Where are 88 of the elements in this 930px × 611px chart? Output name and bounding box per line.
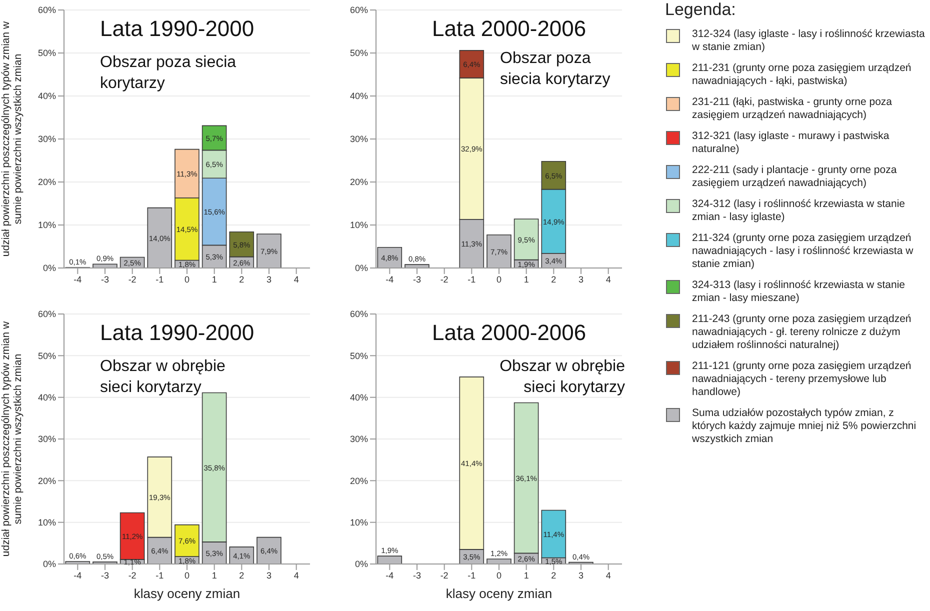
x-tick-label: 3 <box>266 274 272 284</box>
y-tick-label: 60% <box>38 309 56 320</box>
y-tick-label: 0% <box>354 559 368 570</box>
chart-title: Lata 1990-2000 <box>100 16 254 42</box>
x-tick-label: -2 <box>128 570 136 580</box>
x-tick-label: -4 <box>74 570 82 580</box>
x-tick-label: 2 <box>551 274 556 284</box>
legend-label: 222-211 (sady i plantacje - grunty orne poza zasięgiem urządzeń nawadniających) <box>692 164 898 190</box>
text: Obszar w obrębie sieci korytarzy <box>498 357 625 398</box>
y-tick-label: 0% <box>42 559 56 570</box>
y-tick-label: 50% <box>38 48 56 58</box>
y-tick-label: 30% <box>350 434 368 444</box>
x-tick-label: 3 <box>578 570 584 580</box>
x-tick-label: 2 <box>239 570 244 580</box>
x-tick-label: 1 <box>212 274 217 284</box>
chart-title: Lata 1990-2000 <box>100 320 254 346</box>
y-tick-label: 40% <box>350 91 368 102</box>
x-tick-label: -1 <box>156 274 164 284</box>
y-axis-title: udział powierzchni poszczególnych typów zmian w sumie powierzchni wszystkich zmian <box>0 320 24 559</box>
y-tick-label: 30% <box>38 134 56 144</box>
legend-label: 231-211 (łąki, pastwiska - grunty orne poza zasięgiem urządzeń nawadniających) <box>692 96 893 122</box>
x-tick-label: -1 <box>468 274 476 284</box>
x-tick-label: 0 <box>184 570 190 580</box>
x-tick-label: -1 <box>156 570 164 580</box>
x-tick-label: -2 <box>440 274 448 284</box>
legend-label: 211-243 (grunty orne poza zasięgiem urządzeń nawadniających - gł. tereny rolnicze z dużym udziałem roślinności naturalnej) <box>692 313 912 352</box>
x-tick-label: 2 <box>239 274 244 284</box>
y-tick-label: 20% <box>38 177 56 188</box>
y-tick-label: 30% <box>350 134 368 144</box>
text: Obszar w obrębie sieci korytarzy <box>100 357 226 398</box>
x-tick-label: 2 <box>551 570 556 580</box>
y-tick-label: 50% <box>38 350 56 361</box>
legend-label: 312-321 (lasy iglaste - murawy i pastwiska naturalne) <box>692 130 890 156</box>
x-tick-label: 0 <box>496 570 502 580</box>
chart-title: Lata 2000-2006 <box>432 320 586 346</box>
y-tick-label: 20% <box>350 177 368 188</box>
y-tick-label: 10% <box>38 220 56 230</box>
legend-label: 211-324 (grunty orne poza zasięgiem urządzeń nawadniających - lasy i roślinność krzewiasta w stanie zmian) <box>692 232 914 271</box>
x-tick-label: -2 <box>440 570 448 580</box>
x-axis-title: klasy oceny zmian <box>444 586 554 601</box>
x-tick-label: -4 <box>386 570 394 580</box>
y-tick-label: 60% <box>350 5 368 16</box>
legend-label: 324-312 (lasy i roślinność krzewiasta w stanie zmian - lasy iglaste) <box>692 198 906 224</box>
x-tick-label: -4 <box>386 274 394 284</box>
y-tick-label: 20% <box>350 476 368 486</box>
y-tick-label: 20% <box>38 476 56 486</box>
x-tick-label: -4 <box>74 274 82 284</box>
y-axis-title: udział powierzchni poszczególnych typów zmian w sumie powierzchni wszystkich zmian <box>0 20 24 259</box>
y-tick-label: 50% <box>350 48 368 58</box>
x-tick-label: 3 <box>578 274 584 284</box>
x-tick-label: 0 <box>496 274 502 284</box>
y-tick-label: 50% <box>350 350 368 361</box>
x-tick-label: -3 <box>412 570 422 580</box>
y-tick-label: 10% <box>38 518 56 528</box>
legend-label: 211-231 (grunty orne poza zasięgiem urządzeń nawadniających - łąki, pastwiska) <box>692 62 912 88</box>
x-tick-label: 4 <box>294 274 299 284</box>
legend-label: Suma udziałów pozostałych typów zmian, z których każdy zajmuje mniej niż 5% powierzchni wszystkich zmian <box>692 407 918 446</box>
x-tick-label: -3 <box>100 570 110 580</box>
x-axis-title: klasy oceny zmian <box>132 586 242 601</box>
x-tick-label: 0 <box>184 274 190 284</box>
x-tick-label: 4 <box>294 570 299 580</box>
y-tick-label: 10% <box>350 220 368 230</box>
y-tick-label: 0% <box>354 263 368 274</box>
legend-label: 312-324 (lasy iglaste - lasy i roślinność krzewiasta w stanie zmian) <box>692 28 926 54</box>
x-tick-label: -1 <box>468 570 476 580</box>
y-tick-label: 40% <box>350 392 368 403</box>
text: Obszar poza siecia korytarzy <box>500 49 612 90</box>
legend-label: 211-121 (grunty orne poza zasięgiem urządzeń nawadniających - tereny przemysłowe lub handlowe) <box>692 360 912 399</box>
y-tick-label: 0% <box>42 263 56 274</box>
x-tick-label: 4 <box>606 570 611 580</box>
x-tick-label: -2 <box>128 274 136 284</box>
y-tick-label: 10% <box>350 518 368 528</box>
x-tick-label: 3 <box>266 570 272 580</box>
x-tick-label: 1 <box>212 570 217 580</box>
y-tick-label: 30% <box>38 434 56 444</box>
x-tick-label: 1 <box>524 570 529 580</box>
text: Obszar poza siecia korytarzy <box>100 53 238 94</box>
x-tick-label: -3 <box>100 274 110 284</box>
legend-title: Legenda: <box>665 0 737 20</box>
y-tick-label: 60% <box>38 5 56 16</box>
x-tick-label: -3 <box>412 274 422 284</box>
y-tick-label: 60% <box>350 309 368 320</box>
legend-label: 324-313 (lasy i roślinność krzewiasta w stanie zmian - lasy mieszane) <box>692 279 906 305</box>
y-tick-label: 40% <box>38 392 56 403</box>
chart-title: Lata 2000-2006 <box>432 16 586 42</box>
y-tick-label: 40% <box>38 91 56 102</box>
x-tick-label: 1 <box>524 274 529 284</box>
x-tick-label: 4 <box>606 274 611 284</box>
